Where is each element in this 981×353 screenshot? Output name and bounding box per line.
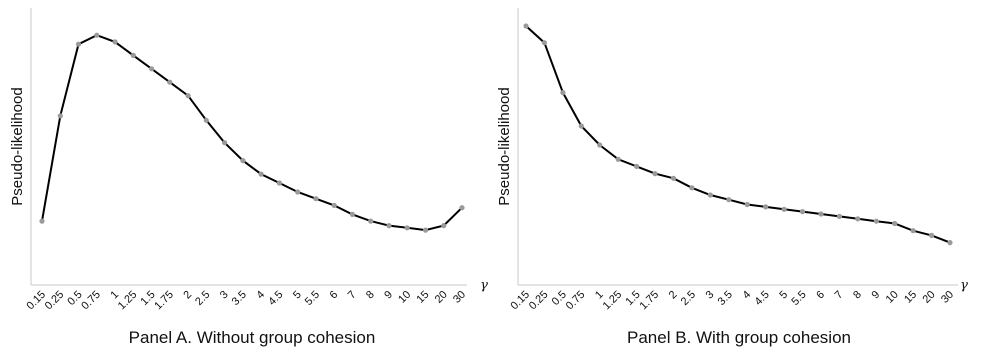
data-point bbox=[295, 189, 301, 195]
x-axis-label: γ bbox=[480, 278, 488, 293]
x-tick-label: 0.75 bbox=[79, 289, 103, 313]
data-point bbox=[258, 171, 264, 177]
data-point bbox=[240, 158, 246, 164]
series-line bbox=[41, 34, 463, 232]
panel-title: Panel B. With group cohesion bbox=[627, 328, 851, 347]
data-point bbox=[763, 204, 769, 210]
data-point bbox=[726, 197, 732, 203]
x-tick-label: 1.75 bbox=[638, 289, 662, 313]
data-point bbox=[652, 171, 658, 177]
x-tick-label: 1.25 bbox=[601, 289, 625, 313]
x-tick-label: 3.5 bbox=[716, 289, 735, 308]
x-tick-label: 0.25 bbox=[43, 289, 67, 313]
data-point bbox=[910, 228, 916, 234]
data-point bbox=[276, 180, 282, 186]
data-point bbox=[873, 218, 879, 224]
data-point bbox=[222, 140, 228, 146]
x-tick-label: 5.5 bbox=[789, 289, 808, 308]
x-tick-label: 6 bbox=[327, 289, 340, 302]
x-tick-label: 1.75 bbox=[152, 289, 176, 313]
x-tick-label: 4.5 bbox=[752, 289, 771, 308]
data-point bbox=[404, 225, 410, 231]
series-line bbox=[525, 25, 951, 244]
x-tick-label: 0.75 bbox=[564, 289, 588, 313]
data-point bbox=[422, 227, 429, 233]
data-point bbox=[744, 201, 750, 208]
data-point bbox=[167, 79, 173, 85]
panel-title: Panel A. Without group cohesion bbox=[129, 328, 376, 347]
data-point bbox=[185, 93, 191, 99]
data-point bbox=[836, 213, 843, 219]
x-tick-label: 6 bbox=[814, 289, 827, 302]
x-tick-label: 10 bbox=[884, 289, 901, 306]
x-tick-label: 9 bbox=[382, 289, 395, 302]
data-point bbox=[781, 206, 787, 212]
data-point bbox=[112, 39, 118, 45]
data-point bbox=[523, 23, 529, 29]
x-tick-label: 0.15 bbox=[24, 289, 48, 313]
x-tick-label: 30 bbox=[939, 289, 956, 306]
x-tick-label: 8 bbox=[851, 289, 864, 302]
data-point bbox=[149, 66, 155, 72]
x-tick-label: 10 bbox=[396, 289, 413, 306]
data-point bbox=[707, 192, 713, 198]
data-point bbox=[203, 117, 209, 123]
x-tick-label: 15 bbox=[902, 289, 919, 306]
data-point bbox=[634, 163, 640, 169]
x-tick-label: 15 bbox=[414, 289, 431, 306]
x-tick-label: 20 bbox=[921, 289, 938, 306]
data-point bbox=[331, 202, 337, 208]
data-point bbox=[615, 156, 621, 162]
data-point bbox=[94, 32, 100, 38]
x-tick-label: 2.5 bbox=[679, 289, 698, 308]
data-point bbox=[313, 196, 319, 202]
x-tick-label: 3.5 bbox=[230, 289, 249, 308]
data-point bbox=[459, 205, 465, 211]
data-point bbox=[57, 113, 63, 119]
x-tick-label: 4.5 bbox=[266, 289, 285, 308]
data-point bbox=[855, 216, 861, 222]
data-point bbox=[541, 40, 548, 46]
x-tick-label: 30 bbox=[451, 289, 468, 306]
x-tick-label: 0.25 bbox=[527, 289, 551, 313]
x-tick-label: 8 bbox=[364, 289, 377, 302]
y-axis-label: Pseudo-likelihood bbox=[496, 87, 513, 205]
data-point bbox=[75, 41, 82, 47]
data-point bbox=[368, 218, 374, 224]
data-point bbox=[441, 223, 447, 229]
x-tick-label: 7 bbox=[346, 289, 359, 302]
data-point bbox=[349, 211, 355, 217]
x-tick-label: 2.5 bbox=[193, 289, 212, 308]
data-point bbox=[39, 218, 45, 224]
x-tick-label: 20 bbox=[433, 289, 450, 306]
x-axis-label: γ bbox=[960, 278, 968, 293]
data-point bbox=[689, 185, 695, 191]
data-point bbox=[892, 220, 898, 227]
data-point bbox=[799, 209, 806, 215]
data-point bbox=[670, 175, 677, 181]
data-point bbox=[947, 240, 953, 246]
data-point bbox=[929, 232, 935, 238]
data-point bbox=[597, 142, 603, 148]
y-axis-label: Pseudo-likelihood bbox=[9, 87, 26, 205]
x-tick-label: 0.15 bbox=[508, 289, 532, 313]
data-point bbox=[560, 90, 566, 96]
data-point bbox=[130, 52, 136, 59]
x-tick-label: 1.25 bbox=[116, 289, 140, 313]
data-point bbox=[818, 211, 824, 217]
x-tick-label: 7 bbox=[833, 289, 846, 302]
x-tick-label: 9 bbox=[870, 289, 883, 302]
data-point bbox=[386, 223, 392, 229]
data-point bbox=[578, 123, 584, 129]
x-tick-label: 5.5 bbox=[303, 289, 322, 308]
